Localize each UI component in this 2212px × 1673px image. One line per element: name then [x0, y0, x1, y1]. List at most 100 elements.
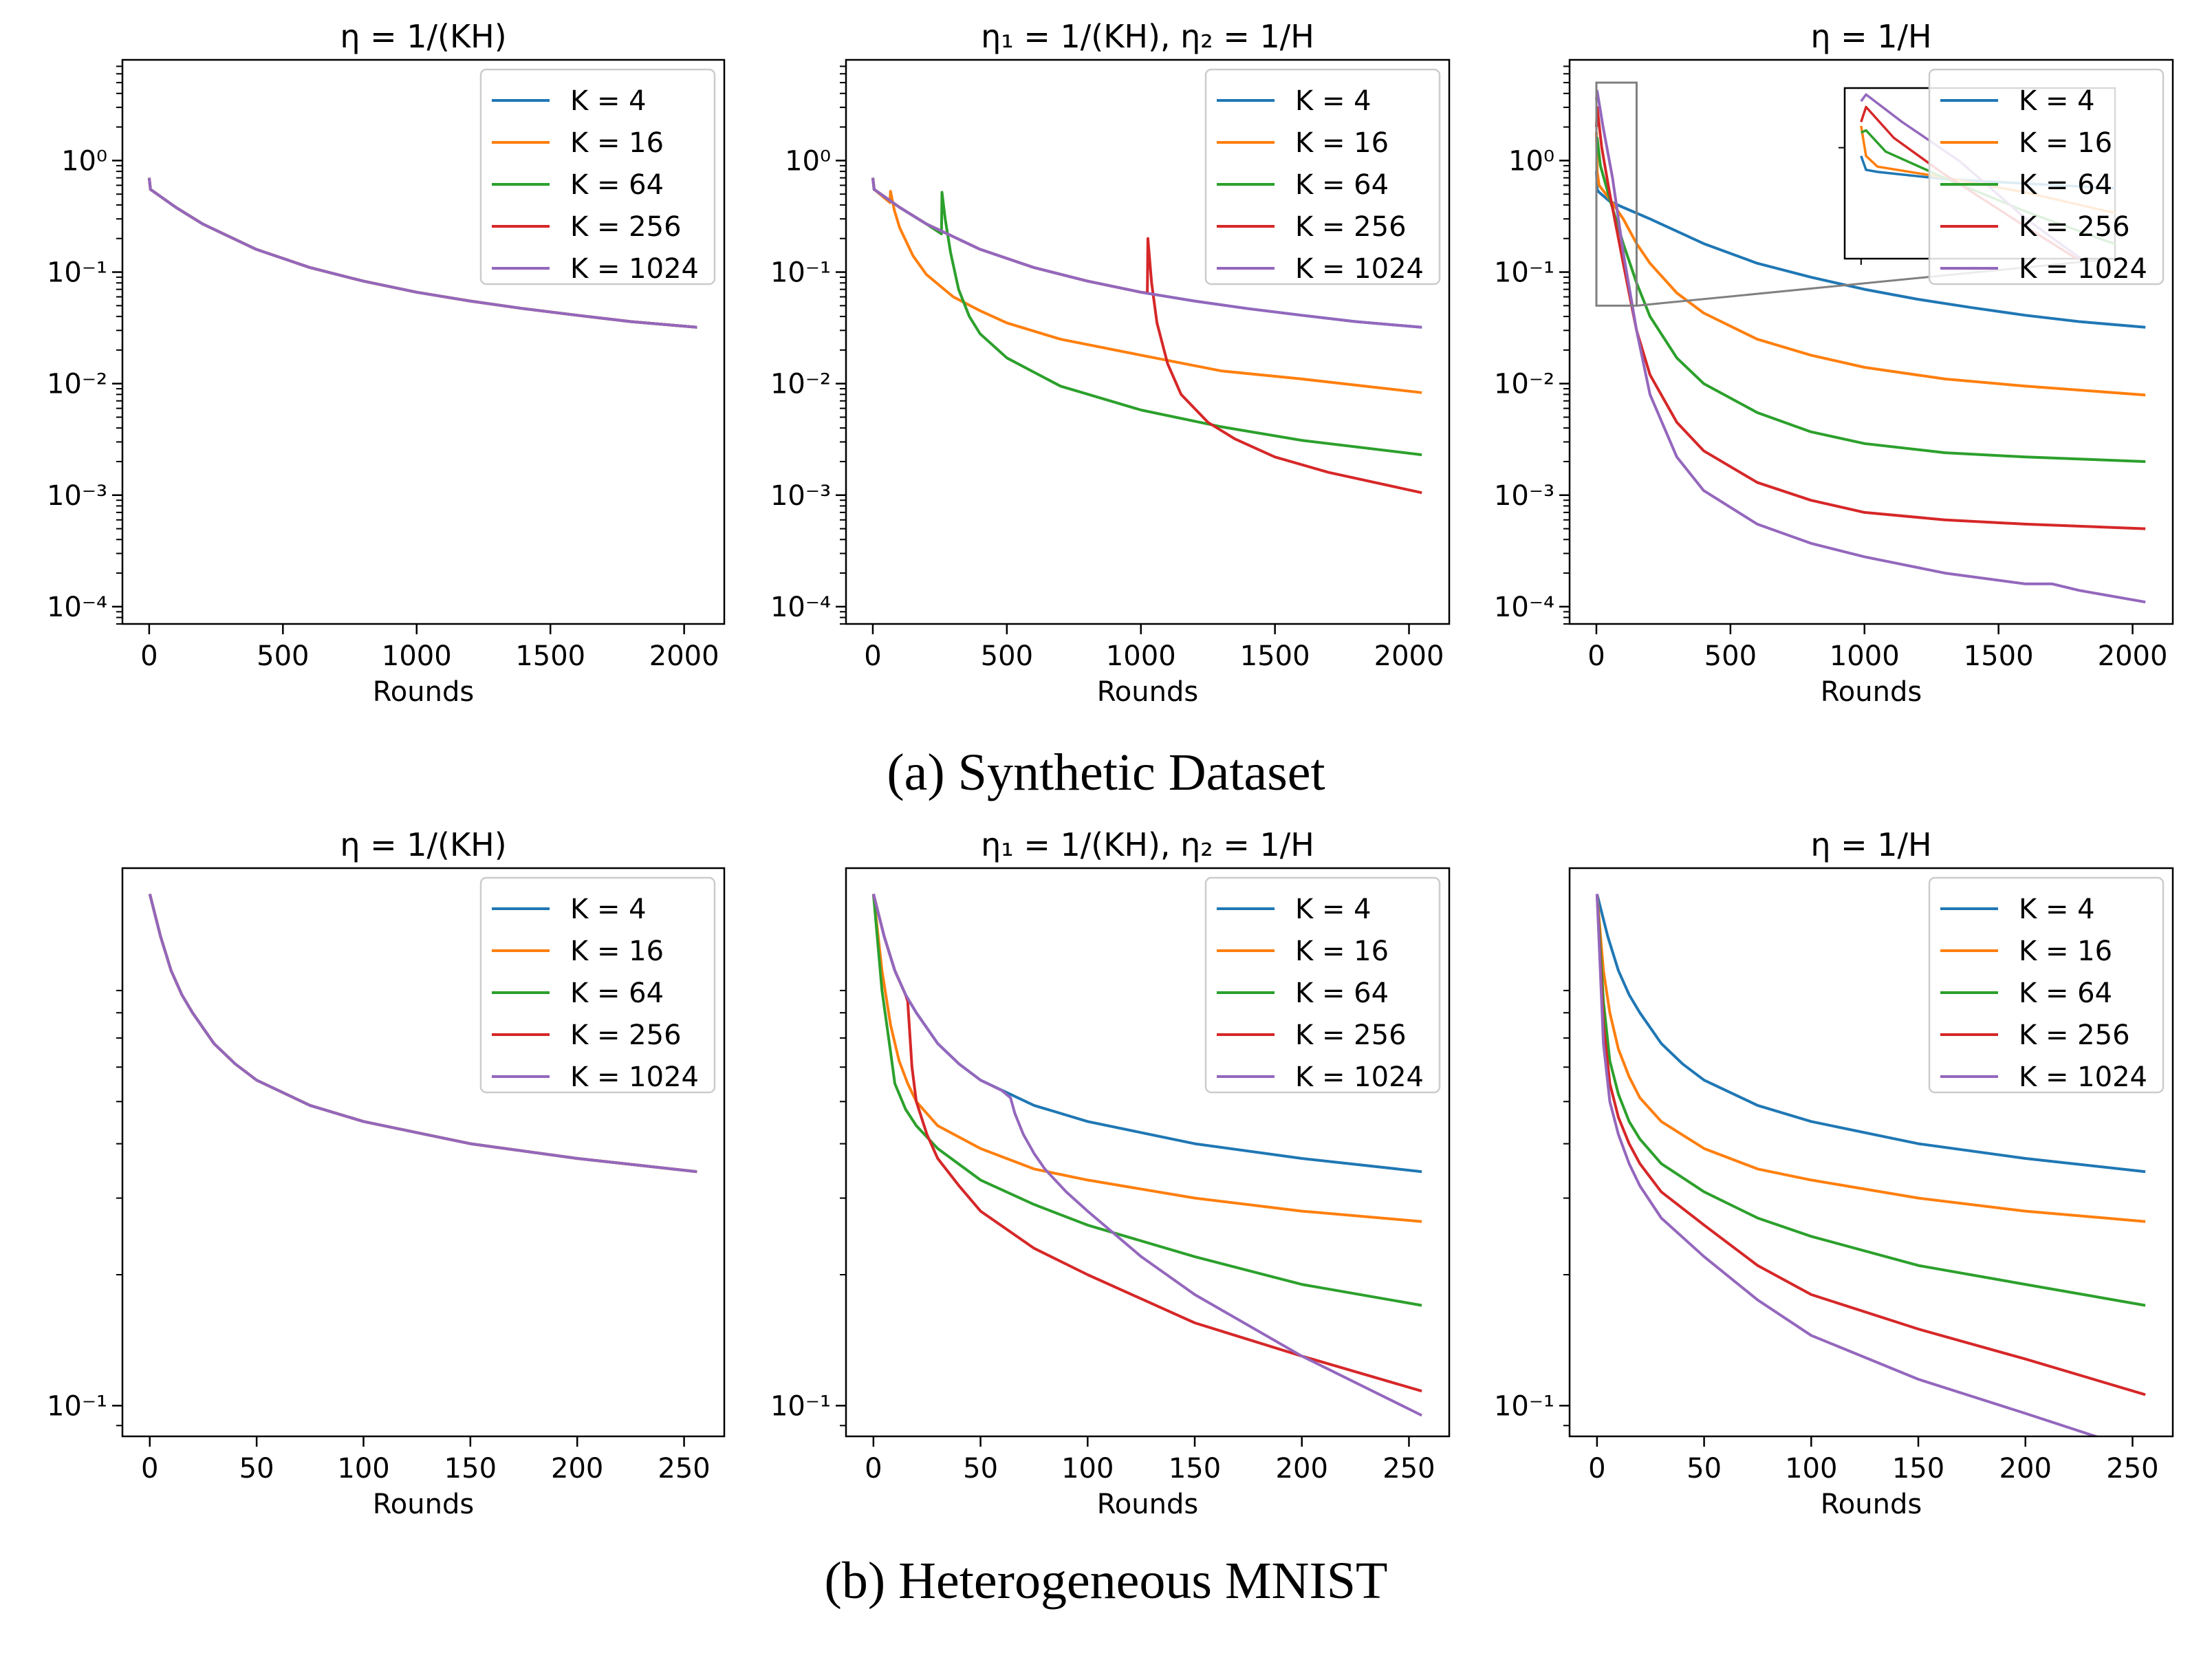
legend-label-k-256: K = 256	[1295, 1019, 1407, 1051]
legend-label-k-1024: K = 1024	[570, 253, 699, 285]
legend-label-k-1024: K = 1024	[1295, 1061, 1424, 1093]
legend-frame	[1204, 876, 1441, 1094]
series-line-k-64	[871, 894, 1422, 1307]
legend: K = 4 K = 16 K = 64 K = 256 K = 1024	[1928, 68, 2165, 285]
legend-label-k-16: K = 16	[570, 127, 664, 159]
x-tick-label: 100	[337, 1453, 389, 1485]
legend-label-k-64: K = 64	[2019, 169, 2112, 201]
y-tick-label: 10⁻¹	[1494, 1390, 1554, 1422]
legend-label-k-4: K = 4	[2019, 894, 2095, 925]
axes-frame	[121, 58, 726, 625]
x-tick-label: 500	[257, 640, 309, 672]
chart-panel-1: 10⁻⁴ 10⁻³ 10⁻² 10⁻¹ 10⁰ 0 500 1000 1500 2000 Round…	[47, 18, 726, 708]
series-line-k-1024	[1595, 89, 2146, 604]
legend-label-k-256: K = 256	[570, 211, 682, 243]
chart-title: η = 1/H	[1810, 18, 1931, 55]
y-tick-label: 10⁻¹	[770, 1390, 831, 1422]
x-tick-label: 0	[865, 1453, 882, 1485]
legend-label-k-4: K = 4	[2019, 85, 2095, 117]
series-line-k-16	[871, 894, 1422, 1223]
x-tick-label: 150	[1892, 1453, 1944, 1485]
legend-label-k-16: K = 16	[570, 936, 664, 967]
series-group	[1595, 894, 2146, 1436]
x-tick-label: 0	[864, 640, 881, 672]
legend-frame	[1204, 68, 1441, 285]
series-group	[1595, 89, 2146, 604]
x-tick-label: 100	[1061, 1453, 1114, 1485]
y-tick-label: 10⁻⁴	[47, 592, 107, 623]
y-tick-label: 10⁻¹	[1494, 257, 1554, 289]
axes-frame	[845, 58, 1451, 625]
inset-line-k-256	[1860, 105, 2079, 259]
y-tick-label: 10⁻¹	[770, 257, 831, 289]
legend-label-k-64: K = 64	[1295, 169, 1389, 201]
series-line-k-256	[1595, 106, 2146, 530]
x-tick-label: 200	[1276, 1453, 1328, 1485]
series-line-k-1024	[1595, 894, 2101, 1436]
x-axis-label: Rounds	[1821, 1489, 1922, 1520]
inset-line-k-64	[1861, 129, 2115, 246]
legend: K = 4 K = 16 K = 64 K = 256 K = 1024	[1204, 876, 1441, 1094]
y-tick-label: 10⁻⁴	[1494, 592, 1554, 623]
series-line-k-1024	[148, 894, 697, 1174]
chart-title: η₁ = 1/(KH), η₂ = 1/H	[981, 826, 1314, 863]
legend-label-k-64: K = 64	[570, 978, 664, 1009]
x-tick-label: 150	[444, 1453, 497, 1485]
legend-label-k-1024: K = 1024	[1295, 253, 1424, 285]
chart-title: η₁ = 1/(KH), η₂ = 1/H	[981, 18, 1314, 55]
axes-frame	[1568, 867, 2174, 1438]
series-line-k-64	[1595, 894, 2146, 1307]
series-line-k-4	[1595, 894, 2146, 1174]
x-tick-label: 2000	[2098, 640, 2168, 672]
chart-panel-3: 10⁻⁴ 10⁻³ 10⁻² 10⁻¹ 10⁰ 0 500 1000 1500 2000 Round…	[1494, 18, 2174, 708]
x-tick-label: 50	[1687, 1453, 1722, 1485]
y-tick-label: 10⁰	[785, 145, 831, 177]
legend-label-k-16: K = 16	[2019, 936, 2112, 967]
x-tick-label: 500	[981, 640, 1033, 672]
x-tick-label: 250	[1382, 1453, 1435, 1485]
legend-label-k-4: K = 4	[570, 85, 647, 117]
series-group	[871, 894, 1422, 1417]
legend-label-k-4: K = 4	[1295, 894, 1371, 925]
legend-frame	[479, 68, 716, 285]
legend-label-k-256: K = 256	[2019, 1019, 2130, 1051]
x-tick-label: 1500	[1964, 640, 2034, 672]
legend-label-k-16: K = 16	[2019, 127, 2112, 159]
legend: K = 4 K = 16 K = 64 K = 256 K = 1024	[1204, 68, 1441, 285]
series-group	[148, 894, 697, 1174]
legend-frame	[1928, 876, 2165, 1094]
x-tick-label: 1000	[1106, 640, 1176, 672]
inset-line-k-16	[1860, 125, 2115, 214]
legend-frame	[1928, 68, 2165, 285]
chart-panel-2: 10⁻⁴ 10⁻³ 10⁻² 10⁻¹ 10⁰ 0 500 1000 1500 2000 Round…	[770, 18, 1451, 708]
chart-title: η = 1/(KH)	[340, 18, 506, 55]
x-tick-label: 200	[551, 1453, 603, 1485]
x-axis-label: Rounds	[1097, 676, 1198, 708]
legend-label-k-256: K = 256	[570, 1019, 682, 1051]
series-line-k-1024	[871, 177, 1422, 329]
x-tick-label: 200	[1999, 1453, 2052, 1485]
legend: K = 4 K = 16 K = 64 K = 256 K = 1024	[479, 68, 716, 285]
series-group	[147, 177, 697, 329]
x-tick-label: 2000	[649, 640, 719, 672]
series-line-k-1024	[147, 177, 697, 329]
x-tick-label: 500	[1704, 640, 1757, 672]
legend-label-k-256: K = 256	[2019, 211, 2130, 243]
legend-label-k-64: K = 64	[2019, 978, 2112, 1009]
legend-label-k-64: K = 64	[570, 169, 664, 201]
chart-panel-5: 10⁻¹ 0 50 100 150 200 250 Rounds η₁ = 1/(KH), η₂…	[770, 826, 1451, 1520]
legend-label-k-256: K = 256	[1295, 211, 1407, 243]
y-tick-label: 10⁻⁴	[770, 592, 831, 623]
legend-label-k-16: K = 16	[1295, 127, 1389, 159]
caption-heterogeneous-mnist: (b) Heterogeneous MNIST	[824, 1552, 1388, 1610]
axes-frame	[1568, 58, 2174, 625]
series-line-k-64	[1595, 136, 2146, 463]
x-tick-label: 1000	[382, 640, 452, 672]
legend-label-k-1024: K = 1024	[570, 1061, 699, 1093]
legend-label-k-4: K = 4	[570, 894, 647, 925]
x-tick-label: 150	[1169, 1453, 1221, 1485]
series-line-k-256	[1595, 894, 2146, 1396]
x-tick-label: 1000	[1830, 640, 1900, 672]
